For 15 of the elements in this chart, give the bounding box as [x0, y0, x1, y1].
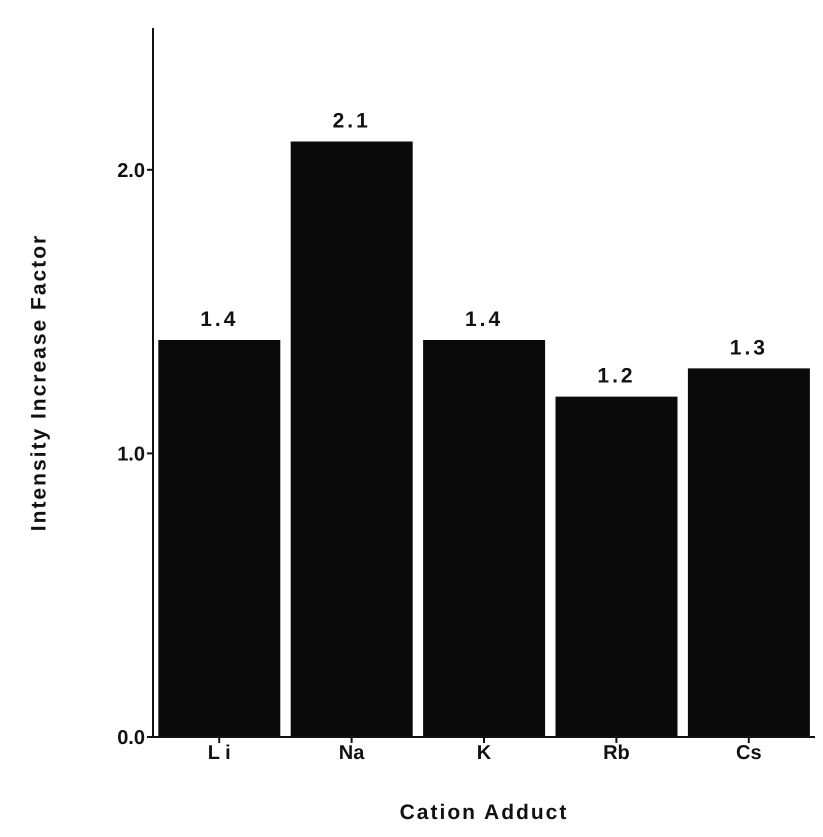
x-tick-label: L i [208, 742, 231, 764]
y-tick-label: 2.0 [117, 160, 145, 182]
y-tick-label: 1.0 [117, 444, 145, 466]
data-label: 2.1 [332, 109, 371, 132]
y-axis-title: Intensity Increase Factor [27, 234, 50, 532]
x-tick-label: K [476, 742, 492, 764]
data-label: 1.4 [464, 308, 504, 331]
x-tick-label: Na [338, 742, 366, 764]
data-label: 1.4 [200, 308, 238, 331]
x-axis-title: Cation Adduct [400, 801, 568, 824]
data-label: 1.3 [730, 336, 768, 360]
x-tick-label: Rb [603, 742, 630, 764]
data-label: 1.2 [597, 364, 636, 388]
x-tick-label: Cs [736, 742, 762, 764]
y-tick-label: 0.0 [117, 727, 145, 750]
